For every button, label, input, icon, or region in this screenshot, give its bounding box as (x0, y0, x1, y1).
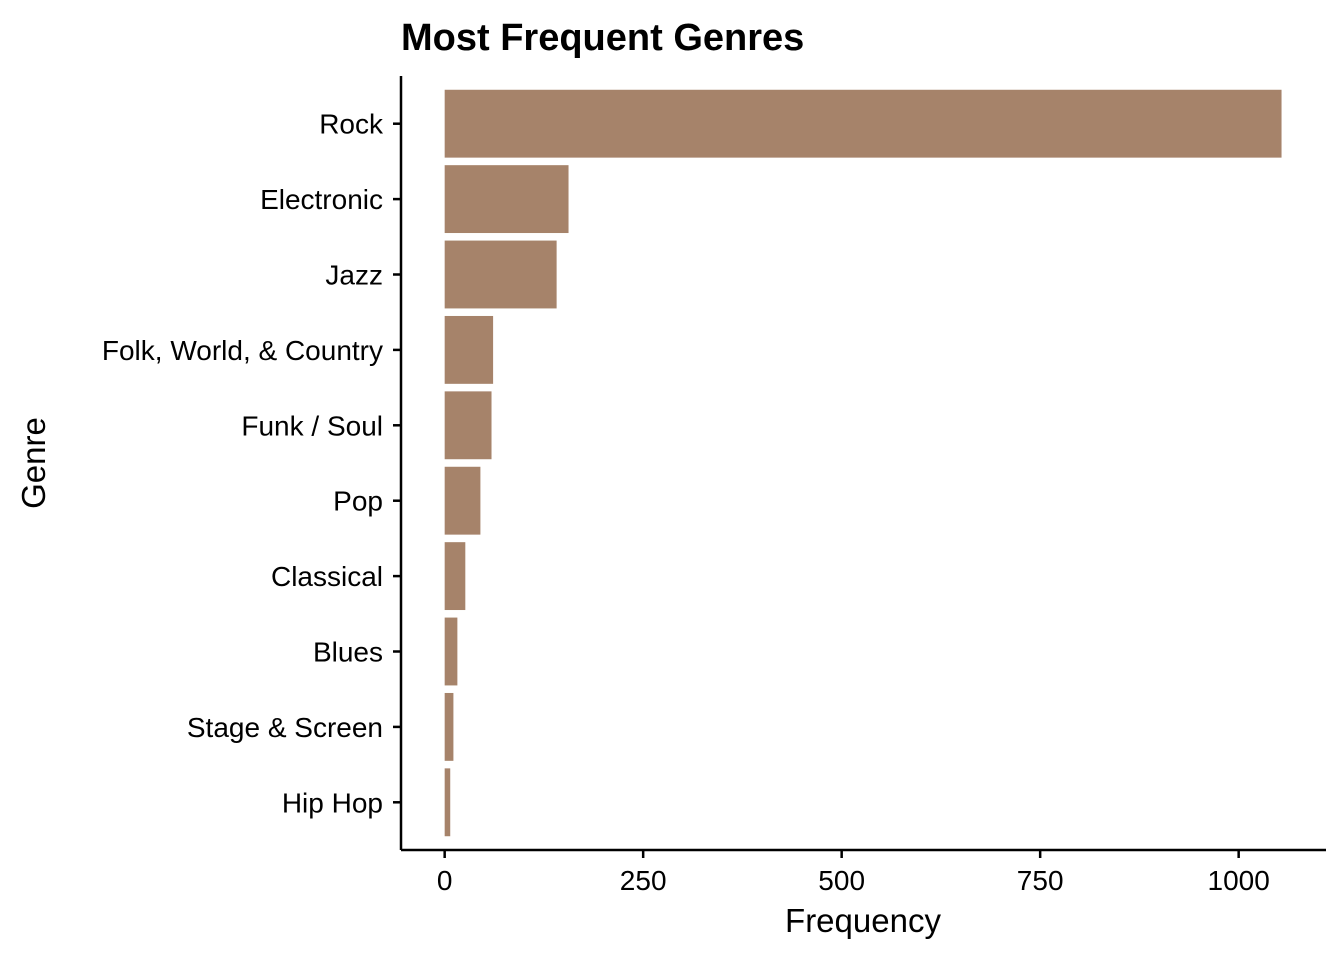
x-tick-label: 1000 (1208, 865, 1270, 896)
y-tick-label: Funk / Soul (241, 410, 383, 441)
y-tick-label: Classical (271, 561, 383, 592)
y-tick-label: Blues (313, 637, 383, 668)
y-tick-label: Hip Hop (282, 787, 383, 818)
bar (444, 692, 454, 761)
bar (444, 768, 451, 837)
bar (444, 240, 557, 309)
x-tick-label: 500 (818, 865, 865, 896)
y-tick-label: Rock (319, 109, 384, 140)
bar (444, 89, 1282, 158)
y-tick-label: Pop (333, 486, 383, 517)
bar (444, 391, 492, 460)
x-tick-label: 750 (1017, 865, 1064, 896)
x-axis-title: Frequency (785, 902, 941, 939)
bars-group (444, 89, 1282, 837)
y-tick-label: Electronic (260, 184, 383, 215)
y-axis-title: Genre (15, 417, 52, 509)
bar (444, 466, 481, 535)
x-tick-label: 250 (620, 865, 667, 896)
y-tick-label: Stage & Screen (187, 712, 383, 743)
y-tick-label: Jazz (325, 260, 383, 291)
bar (444, 617, 458, 686)
y-tick-label: Folk, World, & Country (102, 335, 383, 366)
x-tick-label: 0 (437, 865, 453, 896)
x-axis: 0 250 500 750 1000 (401, 848, 1326, 896)
chart-title: Most Frequent Genres (401, 17, 804, 59)
bar (444, 315, 494, 384)
bar (444, 165, 569, 234)
bar (444, 542, 466, 611)
y-axis: Rock Electronic Jazz Folk, World, & Country… (102, 76, 403, 850)
